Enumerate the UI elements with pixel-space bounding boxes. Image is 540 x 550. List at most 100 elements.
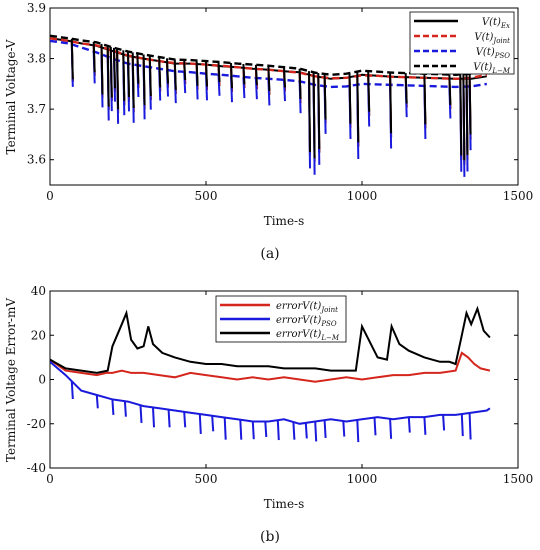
series-spike bbox=[407, 417, 411, 433]
series-spike bbox=[211, 415, 215, 432]
legend-label: V(t)Ex bbox=[482, 17, 510, 30]
series-spike bbox=[116, 48, 120, 110]
series-spike bbox=[317, 73, 321, 150]
chart-a-series-group bbox=[50, 34, 488, 177]
chart-a-caption: (a) bbox=[260, 246, 279, 262]
series-spike bbox=[173, 59, 177, 90]
series-spike bbox=[109, 46, 113, 98]
y-tick-label: 20 bbox=[31, 328, 46, 342]
series-spike bbox=[239, 419, 243, 440]
series-spike bbox=[465, 73, 469, 156]
series-spike bbox=[106, 45, 110, 107]
series-spike bbox=[183, 411, 187, 428]
series-spike bbox=[70, 38, 74, 80]
series-spike bbox=[356, 71, 360, 143]
series-spike bbox=[142, 54, 146, 106]
series-spike bbox=[389, 72, 393, 134]
y-tick-label: 3.7 bbox=[27, 102, 46, 116]
series-spike bbox=[298, 68, 302, 100]
x-tick-label: 1000 bbox=[347, 472, 378, 486]
legend-label: V(t)PSO bbox=[476, 47, 511, 60]
x-tick-label: 0 bbox=[46, 472, 54, 486]
series-spike bbox=[460, 413, 464, 437]
series-spike bbox=[292, 421, 296, 440]
series-spike bbox=[308, 71, 311, 153]
series-spike bbox=[111, 399, 115, 415]
series-spike bbox=[251, 421, 255, 440]
legend-label: errorV(t)Joint bbox=[276, 301, 338, 314]
series-spike bbox=[442, 414, 446, 431]
y-tick-label: 0 bbox=[38, 373, 46, 387]
series-spike bbox=[304, 422, 308, 439]
series-spike bbox=[423, 73, 427, 125]
series-spike bbox=[113, 47, 116, 89]
chart-a-y-axis-label: Terminal Voltage-V bbox=[4, 39, 18, 154]
series-spike bbox=[167, 409, 171, 428]
series-spike bbox=[198, 413, 202, 434]
series-spike bbox=[468, 73, 472, 135]
series-spike bbox=[323, 420, 327, 438]
chart-a: 0 500 1000 1500 3.6 3.7 3.8 3.9 Time-s Termina… bbox=[4, 1, 533, 262]
series-spike bbox=[139, 405, 143, 423]
series-spike bbox=[468, 412, 472, 440]
series-line bbox=[50, 351, 491, 383]
series-spike bbox=[276, 420, 280, 441]
series-spike bbox=[70, 381, 74, 400]
series-spike bbox=[348, 73, 352, 124]
series-spike bbox=[131, 52, 135, 109]
series-spike bbox=[459, 74, 463, 156]
series-spike bbox=[223, 417, 227, 440]
y-tick-label: 3.9 bbox=[27, 1, 46, 15]
y-tick-label: 3.6 bbox=[27, 153, 46, 167]
y-tick-label: 40 bbox=[31, 284, 46, 298]
series-spike bbox=[158, 57, 162, 88]
series-spike bbox=[127, 51, 130, 98]
series-spike bbox=[423, 417, 427, 435]
legend-label: V(t)Joint bbox=[474, 32, 510, 45]
series-spike bbox=[100, 43, 104, 95]
series-spike bbox=[448, 74, 452, 105]
series-spike bbox=[404, 73, 408, 104]
series-spike bbox=[267, 65, 271, 91]
chart-b-series-group bbox=[50, 305, 491, 443]
x-tick-label: 500 bbox=[195, 189, 218, 203]
series-spike bbox=[136, 53, 140, 84]
series-spike bbox=[314, 421, 318, 442]
legend-label: V(t)L−M bbox=[473, 62, 511, 75]
series-spike bbox=[230, 62, 233, 89]
series-line bbox=[50, 305, 491, 374]
series-spike bbox=[389, 418, 393, 439]
series-spike bbox=[195, 60, 199, 86]
x-tick-label: 1500 bbox=[503, 472, 534, 486]
series-spike bbox=[367, 71, 371, 112]
series-spike bbox=[264, 421, 268, 438]
series-spike bbox=[92, 41, 96, 73]
series-spike bbox=[205, 61, 208, 87]
series-spike bbox=[95, 394, 99, 409]
series-spike bbox=[342, 421, 346, 437]
series-spike bbox=[356, 419, 360, 443]
series-spike bbox=[183, 59, 187, 81]
series-spike bbox=[254, 64, 258, 86]
x-tick-label: 500 bbox=[195, 472, 218, 486]
x-tick-label: 0 bbox=[46, 189, 54, 203]
series-spike bbox=[217, 61, 221, 83]
series-spike bbox=[462, 74, 466, 161]
chart-a-legend-box bbox=[409, 11, 515, 75]
series-spike bbox=[242, 63, 246, 85]
chart-a-plot-area bbox=[50, 34, 488, 177]
chart-b-y-ticks: -40 -20 0 20 40 bbox=[27, 284, 518, 475]
series-spike bbox=[323, 73, 327, 120]
y-tick-label: -20 bbox=[27, 417, 46, 431]
series-spike bbox=[148, 55, 152, 97]
legend-label: errorV(t)L−M bbox=[276, 329, 340, 342]
series-spike bbox=[152, 407, 155, 428]
legend-label: errorV(t)PSO bbox=[276, 315, 337, 328]
chart-b-y-axis-label: Terminal Voltage Error-mV bbox=[4, 298, 18, 462]
series-spike bbox=[373, 417, 377, 436]
chart-a-legend: V(t)Ex V(t)Joint V(t)PSO V(t)L−M bbox=[409, 11, 515, 75]
series-spike bbox=[283, 67, 286, 88]
chart-b-plot-area bbox=[50, 305, 491, 443]
